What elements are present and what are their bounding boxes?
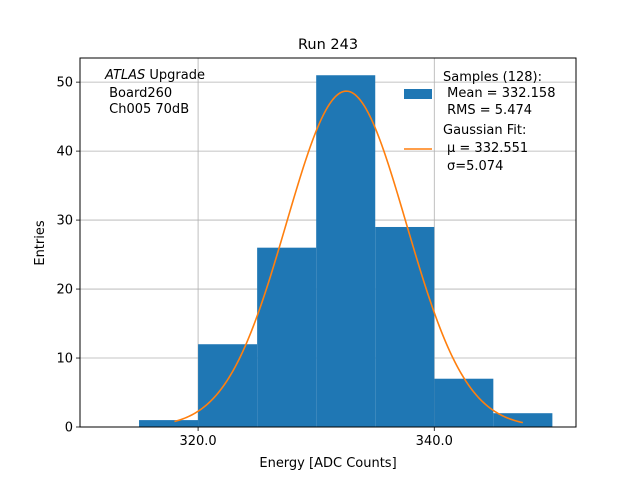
x-tick-label-1: 340.0 — [416, 434, 453, 449]
legend-fit-sigma: σ=5.074 — [447, 159, 503, 174]
y-tick-label-5: 50 — [56, 76, 73, 91]
gaussian-fit — [174, 90, 524, 424]
annotation-line-1: ATLAS Upgrade — [104, 68, 205, 83]
y-tick-label-3: 30 — [56, 214, 73, 229]
annotation-italic: ATLAS — [104, 68, 145, 83]
histogram-bar-0 — [139, 420, 199, 427]
plot-frame — [79, 57, 577, 428]
histogram-bar-6 — [493, 413, 553, 427]
legend-histogram-swatch — [404, 89, 432, 99]
annotation-upgrade: Upgrade — [145, 68, 205, 83]
legend-fit-title: Gaussian Fit: — [443, 123, 526, 138]
atlas-annotation: ATLAS Upgrade Board260 Ch005 70dB — [104, 68, 205, 117]
histogram-bars — [139, 75, 553, 428]
histogram-bar-3 — [316, 75, 376, 428]
legend-rms: RMS = 5.474 — [443, 103, 532, 118]
y-tick-label-4: 40 — [56, 145, 73, 160]
y-tick-label-2: 20 — [56, 283, 73, 298]
y-axis-label: Entries — [33, 220, 48, 266]
x-axis-label: Energy [ADC Counts] — [259, 456, 396, 471]
annotation-board: Board260 — [105, 86, 172, 101]
x-axis-ticks: 320.0 340.0 — [179, 427, 453, 449]
legend-fit-mu: μ = 332.551 — [447, 141, 528, 156]
x-tick-label-0: 320.0 — [179, 434, 216, 449]
chart-title: Run 243 — [298, 37, 358, 53]
y-tick-label-1: 10 — [56, 352, 73, 367]
histogram-bar-1 — [198, 344, 258, 427]
legend-mean: Mean = 332.158 — [443, 86, 555, 101]
annotation-channel: Ch005 70dB — [105, 102, 189, 117]
legend-samples-title: Samples (128): — [443, 70, 542, 85]
histogram-bar-2 — [257, 247, 317, 427]
histogram-bar-4 — [375, 226, 435, 427]
y-tick-label-0: 0 — [65, 421, 73, 436]
y-axis-ticks: 0 10 20 30 40 50 — [56, 76, 80, 436]
legend: Samples (128): Mean = 332.158 RMS = 5.47… — [404, 70, 555, 174]
gaussian-fit-curve — [174, 90, 524, 424]
